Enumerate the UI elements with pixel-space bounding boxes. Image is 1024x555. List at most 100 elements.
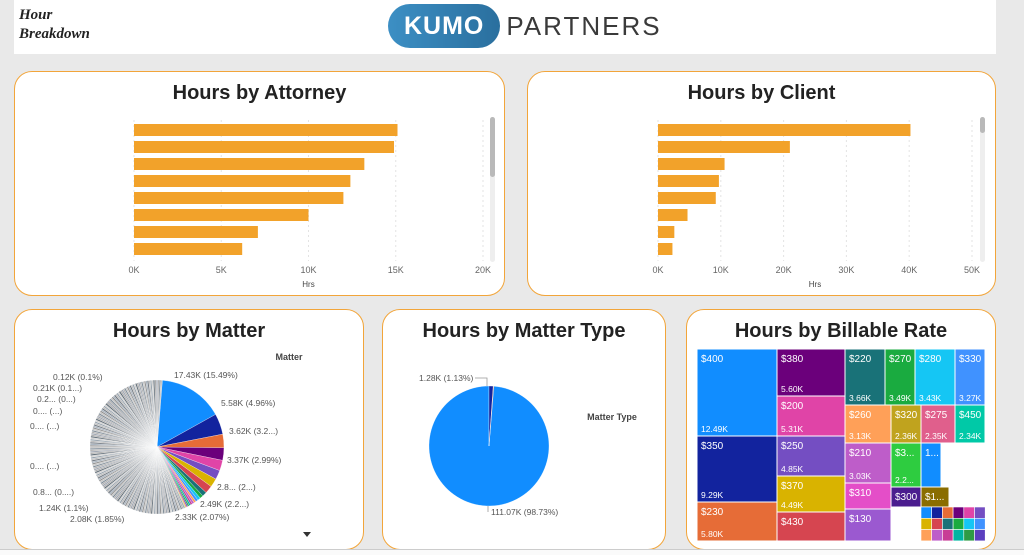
pie-slice[interactable]	[156, 380, 216, 448]
bar[interactable]	[658, 226, 675, 238]
hours-by-billable-rate-card[interactable]: Hours by Billable Rate $400 12.49K $350 9.2…	[686, 309, 996, 550]
treemap-tile[interactable]	[890, 404, 922, 444]
x-tick-label: 15K	[388, 265, 404, 275]
chart-title: Hours by Billable Rate	[734, 320, 948, 342]
hours-by-attorney-chart[interactable]: 0K 5K 10K 15K 20K Hrs	[15, 72, 505, 296]
bar[interactable]	[658, 158, 725, 170]
hours-by-matter-type-card[interactable]: Hours by Matter Type 1.28K (1.13%) 111.07…	[382, 309, 666, 550]
treemap-tile[interactable]	[776, 395, 846, 437]
treemap-tile[interactable]	[844, 442, 892, 484]
tile-rate-label: $230	[701, 507, 724, 518]
treemap-tile[interactable]	[963, 518, 975, 530]
treemap-tile[interactable]	[963, 529, 975, 542]
treemap-tile[interactable]	[844, 508, 892, 542]
chart-scrollbar[interactable]	[980, 117, 985, 262]
tile-value-label: 2.34K	[959, 431, 982, 441]
tile-value-label: 2.2...	[895, 475, 914, 485]
page-title: Hour Breakdown	[19, 7, 90, 42]
tile-value-label: 3.49K	[889, 393, 912, 403]
treemap-tile[interactable]	[776, 511, 846, 542]
scrollbar-thumb[interactable]	[490, 117, 495, 177]
treemap-tile[interactable]	[974, 506, 986, 519]
data-label: 0.21K (0.1...)	[33, 383, 82, 393]
treemap-tile[interactable]	[844, 348, 886, 406]
logo-kumo: KUMO	[388, 4, 501, 48]
treemap-tile[interactable]	[920, 404, 956, 444]
treemap-tile[interactable]	[942, 529, 954, 542]
treemap-tile[interactable]	[890, 442, 922, 488]
tile-rate-label: $400	[701, 354, 724, 365]
tile-rate-label: $270	[889, 354, 912, 365]
hours-by-client-card[interactable]: Hours by Client 0K 10K 20K 30K 40K 50K Hrs	[527, 71, 996, 296]
treemap-tile[interactable]	[954, 404, 986, 444]
tile-rate-label: $260	[849, 410, 872, 421]
chart-scrollbar[interactable]	[490, 117, 495, 262]
treemap-tile[interactable]	[914, 348, 956, 406]
tile-rate-label: $280	[919, 354, 942, 365]
bar[interactable]	[658, 192, 716, 204]
tile-rate-label: $330	[959, 354, 982, 365]
bar[interactable]	[658, 124, 911, 136]
bar[interactable]	[658, 243, 673, 255]
treemap-tile[interactable]	[931, 529, 943, 542]
scrollbar-thumb[interactable]	[980, 117, 985, 133]
bar[interactable]	[134, 192, 344, 204]
bar[interactable]	[658, 175, 719, 187]
treemap-tile[interactable]	[974, 518, 986, 530]
data-label: 3.37K (2.99%)	[227, 455, 282, 465]
x-tick-label: 20K	[475, 265, 491, 275]
treemap-tile[interactable]	[931, 506, 943, 519]
hours-by-attorney-card[interactable]: Hours by Attorney 0K 5K 10K 15K 20K Hrs	[14, 71, 505, 296]
x-tick-label: 10K	[300, 265, 316, 275]
bar[interactable]	[134, 226, 258, 238]
tile-value-label: 5.31K	[781, 424, 804, 434]
treemap-tile[interactable]	[954, 348, 986, 406]
treemap-tile[interactable]	[920, 518, 932, 530]
hours-by-billable-rate-treemap[interactable]: $400 12.49K $350 9.29K $230 5.80K $380 5.60K $20…	[687, 310, 996, 550]
treemap-tile[interactable]	[952, 529, 965, 542]
bar[interactable]	[134, 243, 243, 255]
treemap-tile[interactable]	[696, 501, 778, 542]
treemap-tile[interactable]	[952, 518, 965, 530]
tile-value-label: 3.03K	[849, 471, 872, 481]
tile-rate-label: $430	[781, 517, 804, 528]
bar[interactable]	[134, 209, 309, 221]
tile-value-label: 4.85K	[781, 464, 804, 474]
x-tick-label: 50K	[964, 265, 980, 275]
data-label: 0.... (...)	[30, 421, 59, 431]
treemap-tile[interactable]	[931, 518, 943, 530]
treemap-tile[interactable]	[942, 506, 954, 519]
x-tick-label: 0K	[128, 265, 139, 275]
hours-by-matter-type-chart[interactable]: 1.28K (1.13%) 111.07K (98.73%) Matter Type	[383, 310, 666, 550]
tile-value-label: 2.35K	[925, 431, 948, 441]
tile-rate-label: $200	[781, 401, 804, 412]
bar[interactable]	[134, 141, 395, 153]
bar[interactable]	[658, 209, 688, 221]
pie-slice[interactable]	[488, 385, 494, 447]
treemap-tile[interactable]	[920, 529, 932, 542]
data-label: 2.49K (2.2...)	[200, 499, 249, 509]
x-tick-label: 10K	[713, 265, 729, 275]
treemap-tile[interactable]	[974, 529, 986, 542]
x-tick-label: 5K	[216, 265, 227, 275]
data-label: 0.2... (0...)	[37, 394, 76, 404]
treemap-tile[interactable]	[952, 506, 965, 519]
treemap-tile[interactable]	[696, 435, 778, 503]
bar[interactable]	[134, 175, 351, 187]
hours-by-matter-chart[interactable]: 17.43K (15.49%) 5.58K (4.96%) Matter 3.62K …	[15, 310, 364, 550]
treemap-tile[interactable]	[942, 518, 954, 530]
treemap-tile[interactable]	[963, 506, 975, 519]
tile-rate-label: $1...	[925, 492, 944, 503]
hours-by-client-chart[interactable]: 0K 10K 20K 30K 40K 50K Hrs	[528, 72, 996, 296]
pie-slices	[428, 385, 550, 507]
data-label: 1.28K (1.13%)	[419, 373, 474, 383]
bar[interactable]	[134, 124, 398, 136]
legend-scroll-down-icon[interactable]	[303, 532, 311, 537]
tile-rate-label: 1...	[925, 448, 939, 459]
bar[interactable]	[658, 141, 790, 153]
bar[interactable]	[134, 158, 365, 170]
data-label: 2.33K (2.07%)	[175, 512, 230, 522]
hours-by-matter-card[interactable]: Hours by Matter 17.43K (15.49%) 5.58K (4.…	[14, 309, 364, 550]
pie-slice[interactable]	[156, 379, 163, 448]
treemap-tile[interactable]	[920, 506, 932, 519]
